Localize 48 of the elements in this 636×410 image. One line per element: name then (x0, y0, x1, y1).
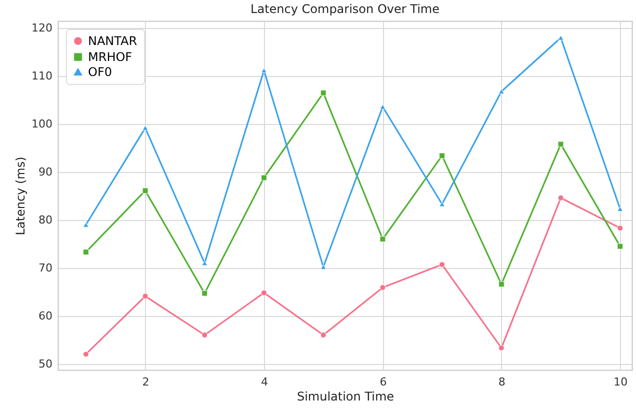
x-tick-label: 4 (260, 376, 268, 388)
legend-label: OF0 (88, 65, 112, 79)
point (380, 104, 386, 110)
point (558, 35, 564, 40)
point (439, 202, 446, 207)
legend-label: NANTAR (88, 34, 138, 48)
y-tick-label: 120 (32, 22, 52, 35)
point (142, 125, 148, 131)
y-tick-label: 70 (38, 261, 52, 274)
y-tick-label: 50 (38, 357, 52, 370)
point (380, 284, 386, 291)
point (439, 152, 446, 159)
y-axis-title: Latency (ms) (14, 156, 28, 236)
y-tick-label: 60 (38, 309, 52, 322)
point (202, 260, 208, 266)
chart-title: Latency Comparison Over Time (250, 2, 440, 16)
x-tick-label: 8 (498, 376, 506, 388)
point (320, 264, 326, 270)
point (260, 68, 267, 73)
y-tick-label: 110 (32, 70, 52, 83)
y-tick-label: 100 (32, 118, 52, 131)
point (82, 222, 89, 228)
point (82, 249, 89, 256)
point (617, 206, 624, 212)
y-tick-label: 90 (38, 166, 52, 179)
legend-label: MRHOF (88, 50, 132, 64)
point (260, 290, 267, 296)
x-tick-label: 10 (614, 376, 628, 388)
point (142, 293, 148, 300)
point (439, 262, 446, 268)
point (617, 243, 624, 250)
point (202, 290, 208, 296)
point (558, 194, 564, 201)
x-axis-title: Simulation Time (296, 390, 394, 404)
point (142, 188, 148, 194)
point (558, 141, 564, 148)
y-tick-label: 80 (38, 213, 52, 226)
point (498, 281, 504, 288)
x-tick-label: 6 (380, 376, 387, 388)
x-tick-label: 2 (142, 376, 150, 388)
point (498, 88, 504, 94)
point (617, 225, 624, 232)
point (202, 332, 208, 338)
point (320, 332, 326, 338)
point (498, 344, 504, 351)
point (82, 351, 89, 358)
point (320, 90, 326, 96)
point (380, 236, 386, 242)
